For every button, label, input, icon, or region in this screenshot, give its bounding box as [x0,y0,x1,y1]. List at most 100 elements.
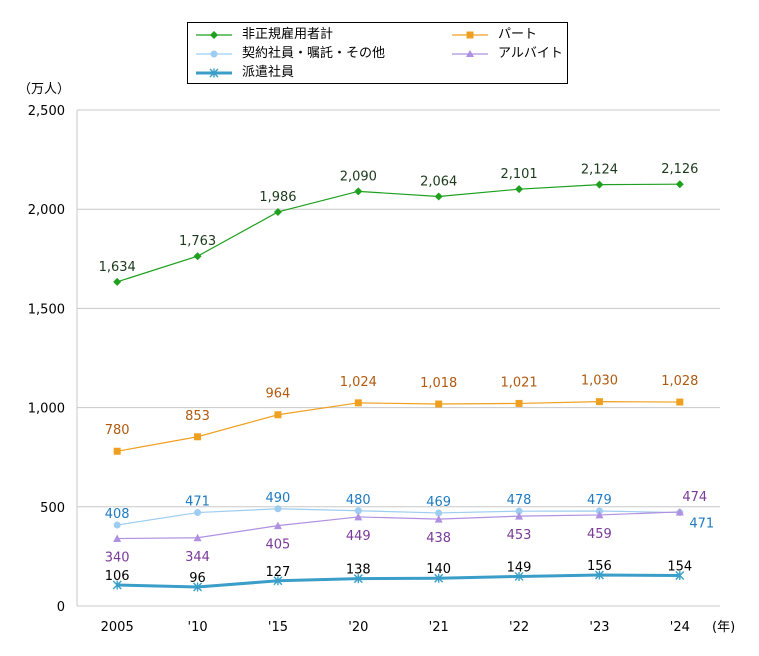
data-label: 459 [587,527,612,542]
data-label: 1,986 [259,190,296,205]
data-point [514,571,524,581]
data-label: 479 [587,493,612,508]
data-label: 453 [507,528,532,543]
data-label: 471 [689,517,714,532]
data-point [595,180,604,189]
data-label: 1,763 [179,234,216,249]
data-label: 140 [426,562,451,577]
y-tick-label: 1,000 [28,402,65,417]
x-tick-label: '22 [509,620,529,635]
y-tick-label: 0 [57,600,65,615]
data-point [274,411,282,419]
data-label: 471 [185,495,210,510]
data-point [594,570,604,580]
x-unit-label: (年) [712,620,735,635]
legend: 非正規雇用者計 パート 契約社員・嘱託・その他 アルバイト 派遣社員 [187,22,568,84]
data-point [434,573,444,583]
data-label: 340 [105,551,130,566]
legend-label: パート [498,27,538,42]
data-point [515,399,523,407]
data-label: 1,030 [581,374,618,389]
series-0 [113,180,684,286]
data-point [273,576,283,586]
data-point [515,185,524,194]
data-point [595,398,603,406]
data-label: 469 [426,495,451,510]
data-point [434,515,443,523]
data-label: 490 [266,491,291,506]
data-label: 1,018 [420,376,457,391]
data-point [113,447,121,455]
series-line [117,511,680,540]
data-label: 405 [266,538,291,553]
data-label: 964 [266,387,291,402]
y-tick-label: 500 [40,501,65,516]
data-label: 449 [346,529,371,544]
data-label: 474 [682,490,707,505]
data-point [435,400,443,408]
y-tick-label: 2,000 [28,203,65,218]
data-labels: 1,634 1,763 1,986 2,090 2,064 2,101 2,124 2,126… [99,162,715,586]
data-point [434,192,443,201]
data-point [113,534,122,543]
x-tick-label: '10 [188,620,208,635]
series-line [117,401,680,452]
data-point [515,512,524,520]
data-point [193,252,202,261]
data-point [113,277,122,286]
data-point [194,509,202,517]
series-3 [113,507,684,543]
data-point [113,521,121,529]
data-label: 2,126 [661,162,698,177]
y-unit-label: （万人） [18,82,70,97]
data-point [676,398,684,406]
data-point [354,512,363,521]
data-label: 408 [105,507,130,522]
data-label: 853 [185,409,210,424]
data-point [675,180,684,189]
x-tick-label: '15 [268,620,288,635]
data-label: 478 [507,493,532,508]
data-label: 154 [667,559,692,574]
data-label: 149 [507,560,532,575]
series-line [117,508,680,526]
data-point [273,521,282,530]
x-tick-label: 2005 [101,620,134,635]
x-tick-label: '24 [670,620,690,635]
data-point [675,570,685,580]
series [112,180,685,592]
data-label: 480 [346,493,371,508]
data-label: 138 [346,563,371,578]
data-point [354,507,362,515]
data-label: 438 [426,531,451,546]
data-label: 127 [266,565,291,580]
legend-label: 契約社員・嘱託・その他 [242,46,386,61]
data-point [193,582,203,592]
series-line [117,573,680,589]
series-line [117,183,680,283]
data-point [595,510,604,519]
data-label: 1,028 [661,374,698,389]
data-label: 106 [105,569,130,584]
x-tick-label: '20 [348,620,368,635]
legend-label: 派遣社員 [242,65,295,80]
legend-label: アルバイト [498,46,563,61]
data-label: 156 [587,559,612,574]
legend-label: 非正規雇用者計 [242,27,334,42]
data-label: 780 [105,423,130,438]
series-1 [113,398,684,455]
data-label: 2,090 [340,169,377,184]
data-label: 1,634 [99,260,136,275]
x-tick-label: '21 [429,620,449,635]
data-point [274,505,282,513]
data-label: 2,064 [420,175,457,190]
y-tick-label: 1,500 [28,302,65,317]
gridlines [77,109,720,508]
data-label: 344 [185,550,210,565]
data-point [193,533,202,542]
y-tick-label: 2,500 [28,104,65,119]
data-label: 96 [189,571,206,586]
data-label: 2,124 [581,163,618,178]
series-4 [112,570,685,592]
